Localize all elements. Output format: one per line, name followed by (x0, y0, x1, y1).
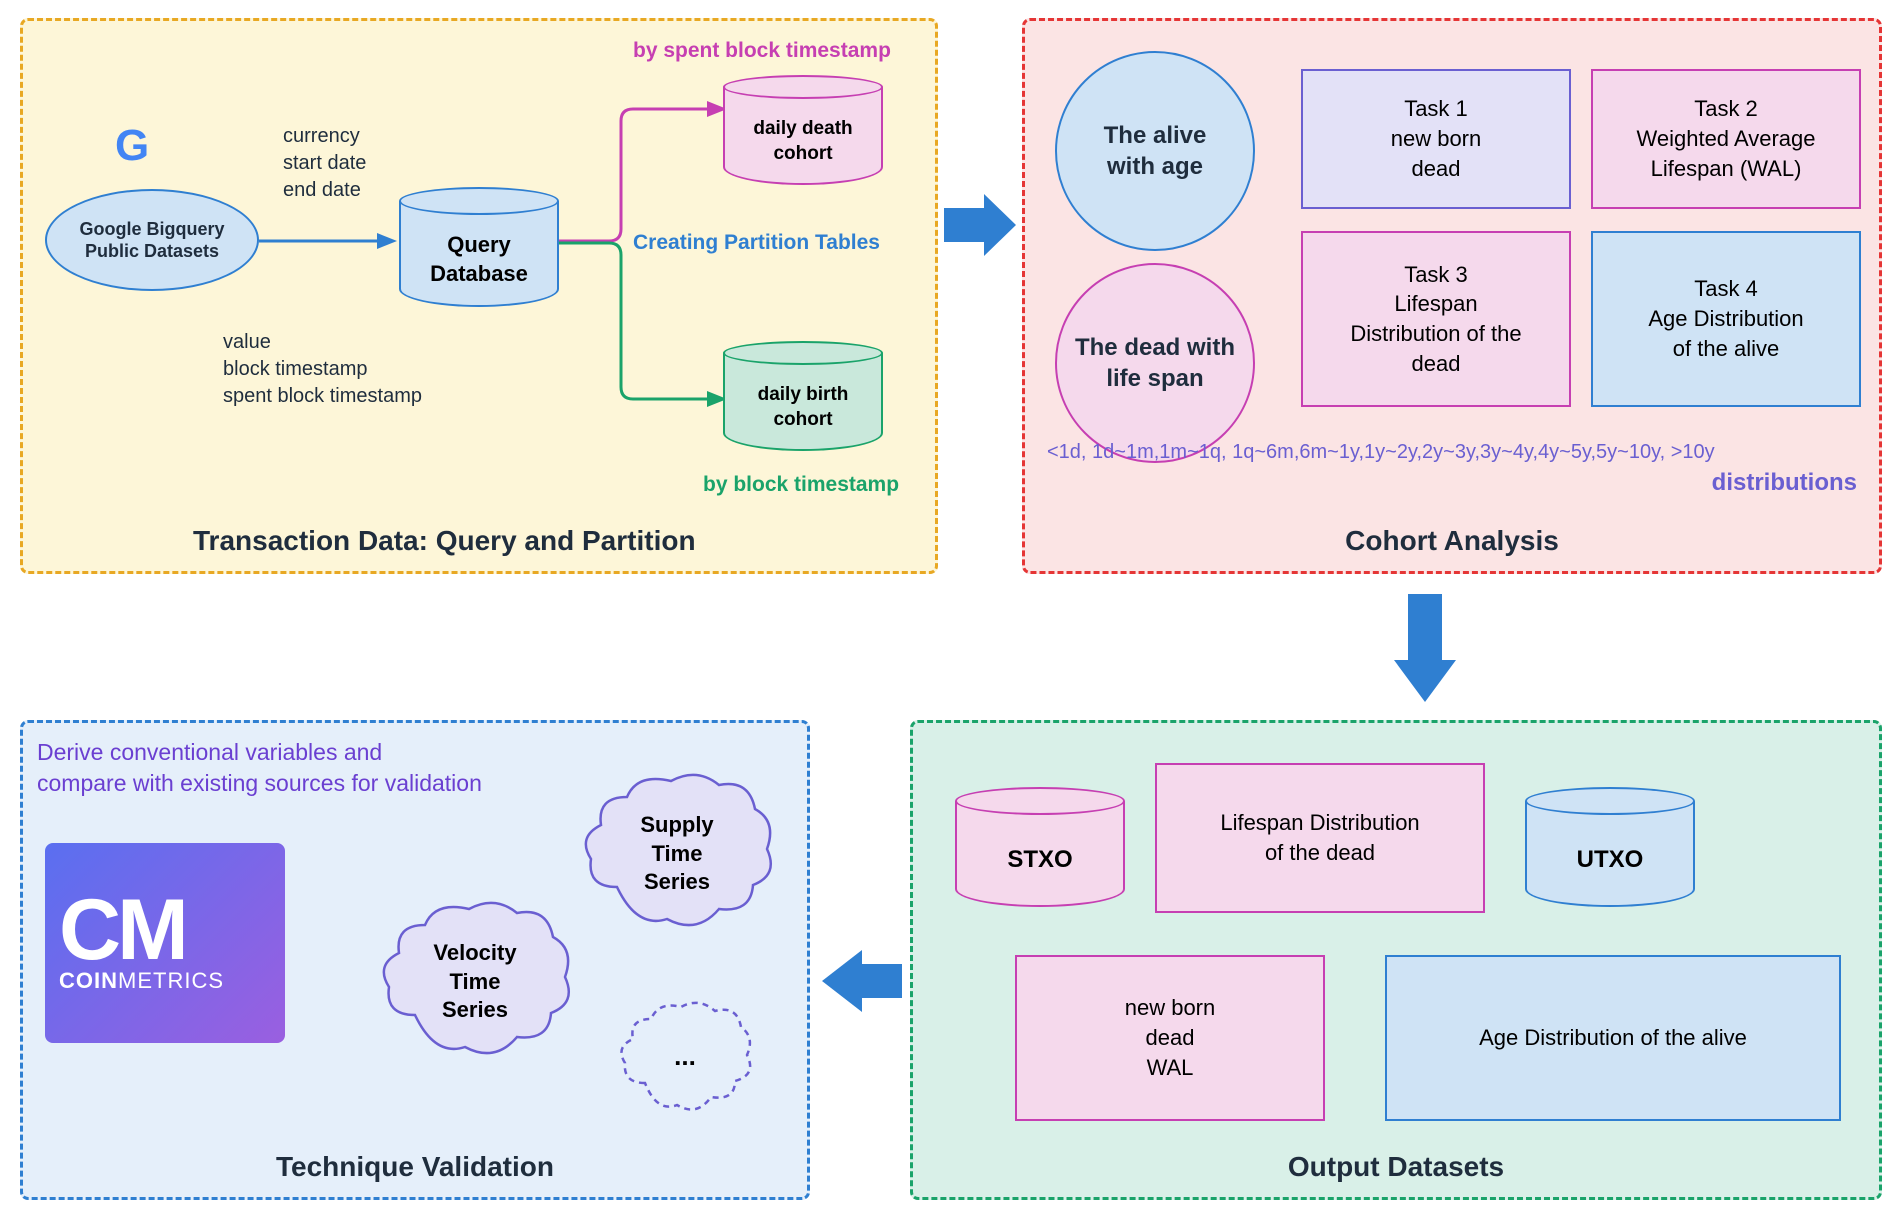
node-label: Task 2 Weighted Average Lifespan (WAL) (1637, 94, 1816, 183)
panel-title: Technique Validation (23, 1151, 807, 1183)
node-age-dist: Age Distribution of the alive (1385, 955, 1841, 1121)
node-label: ... (674, 1040, 696, 1074)
node-label: daily death cohort (753, 117, 852, 166)
node-label: The dead with life span (1075, 332, 1235, 394)
panel-title: Transaction Data: Query and Partition (193, 525, 696, 557)
node-label: daily birth cohort (758, 383, 849, 432)
node-dead: The dead with life span (1055, 263, 1255, 463)
node-alive: The alive with age (1055, 51, 1255, 251)
google-logo: G (115, 121, 149, 171)
node-label: Task 1 new born dead (1391, 94, 1482, 183)
node-label: UTXO (1577, 844, 1644, 875)
arrow-p3-p4 (822, 946, 902, 1016)
node-label: new born dead WAL (1125, 993, 1216, 1082)
label-partition: Creating Partition Tables (633, 229, 880, 257)
node-stxo: STXO (955, 787, 1125, 907)
node-task2: Task 2 Weighted Average Lifespan (WAL) (1591, 69, 1861, 209)
node-label: Age Distribution of the alive (1479, 1023, 1747, 1053)
node-lifespan-dist: Lifespan Distribution of the dead (1155, 763, 1485, 913)
cloud-more: ... (615, 997, 755, 1117)
panel-title: Cohort Analysis (1025, 525, 1879, 557)
node-label: Google Bigquery Public Datasets (79, 218, 224, 263)
node-utxo: UTXO (1525, 787, 1695, 907)
label-validation-desc: Derive conventional variables and compar… (37, 737, 482, 799)
coinmetrics-logo: CM COINMETRICS (45, 843, 285, 1043)
cloud-supply: Supply Time Series (577, 767, 777, 941)
arrow-p1-p2 (944, 190, 1016, 260)
label-by-spent: by spent block timestamp (633, 37, 891, 65)
logo-text-coin: COIN (59, 968, 118, 993)
panel-cohort: The alive with age The dead with life sp… (1022, 18, 1882, 574)
node-label: Query Database (430, 231, 528, 288)
node-death-cohort: daily death cohort (723, 75, 883, 185)
node-label: Lifespan Distribution of the dead (1220, 808, 1419, 867)
cloud-velocity: Velocity Time Series (375, 895, 575, 1069)
arrow-p2-p3 (1390, 594, 1460, 704)
node-label: Task 3 Lifespan Distribution of the dead (1350, 260, 1521, 379)
label-dist-bins: <1d, 1d~1m,1m~1q, 1q~6m,6m~1y,1y~2y,2y~3… (1047, 439, 1715, 466)
node-birth-cohort: daily birth cohort (723, 341, 883, 451)
node-bigquery: Google Bigquery Public Datasets (45, 189, 259, 291)
node-label: Supply Time Series (640, 811, 713, 897)
node-task4: Task 4 Age Distribution of the alive (1591, 231, 1861, 407)
label-distributions: distributions (1712, 467, 1857, 499)
panel-transaction: G Google Bigquery Public Datasets curren… (20, 18, 938, 574)
node-querydb: Query Database (399, 187, 559, 307)
node-task1: Task 1 new born dead (1301, 69, 1571, 209)
logo-text-metrics: METRICS (118, 968, 224, 993)
panel-output: STXO UTXO Lifespan Distribution of the d… (910, 720, 1882, 1200)
node-label: Task 4 Age Distribution of the alive (1648, 274, 1803, 363)
label-params-bot: value block timestamp spent block timest… (223, 329, 422, 410)
label-by-block: by block timestamp (703, 471, 899, 499)
node-label: Velocity Time Series (433, 939, 516, 1025)
label-params-top: currency start date end date (283, 123, 366, 204)
node-nbd-wal: new born dead WAL (1015, 955, 1325, 1121)
panel-title: Output Datasets (913, 1151, 1879, 1183)
panel-validation: Derive conventional variables and compar… (20, 720, 810, 1200)
arrow-bq-to-db (259, 229, 399, 253)
node-label: The alive with age (1104, 120, 1207, 182)
node-task3: Task 3 Lifespan Distribution of the dead (1301, 231, 1571, 407)
node-label: STXO (1007, 844, 1072, 875)
